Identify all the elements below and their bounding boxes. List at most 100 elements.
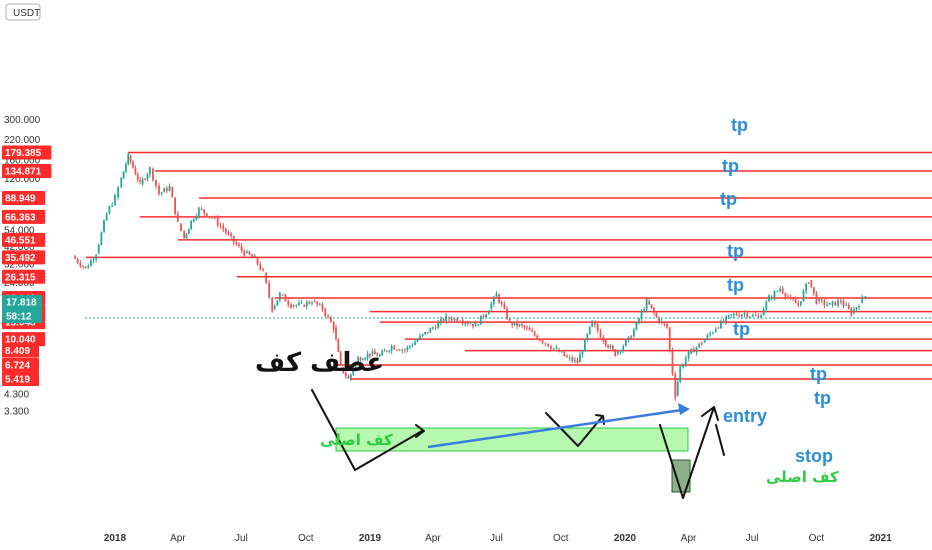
kaf-asli-label-left: كف اصلى: [320, 431, 393, 449]
candle-body: [256, 258, 259, 264]
candle-body: [327, 315, 329, 317]
candle-body: [837, 300, 839, 306]
candle-body: [676, 381, 679, 396]
candle-body: [354, 362, 357, 370]
candle-body: [469, 323, 472, 325]
candle-body: [521, 324, 523, 326]
candle-body: [461, 319, 464, 324]
candle-body: [787, 296, 789, 298]
candle-body: [409, 345, 411, 347]
price-level-badge: [2, 232, 46, 247]
candle-body: [571, 357, 574, 362]
candle-body: [174, 197, 176, 214]
candle-body: [700, 343, 703, 345]
drawing-strokes: [311, 389, 719, 499]
candle-body: [342, 367, 345, 373]
candle-body: [378, 354, 381, 357]
price-level-badge: [2, 343, 39, 358]
candle-body: [219, 225, 222, 227]
candle-body: [632, 329, 635, 337]
candle-body: [434, 327, 437, 329]
candle-body: [818, 299, 820, 302]
tp-label-8: tp: [814, 388, 831, 408]
candle-body: [262, 269, 265, 271]
candle-body: [442, 318, 445, 322]
candle-body: [653, 307, 655, 314]
candle-body: [303, 305, 306, 307]
candle-body: [588, 326, 591, 335]
candle-body: [703, 339, 706, 343]
candle-body: [732, 313, 735, 316]
candle-body: [794, 299, 797, 304]
candle-body: [792, 299, 795, 301]
candle-body: [566, 356, 568, 358]
candle-body: [635, 322, 638, 330]
candle-body: [305, 301, 308, 307]
candle-body: [92, 259, 95, 261]
x-tick-label: Apr: [681, 533, 697, 544]
candle-body: [216, 217, 219, 226]
candle-body: [144, 178, 146, 180]
x-axis: 2018 Apr Jul Oct 2019 Apr Jul Oct 2020 Apr Jul Oct 2…: [104, 533, 892, 544]
candle-body: [466, 323, 469, 324]
candle-body: [492, 296, 495, 304]
candle-body: [776, 290, 779, 292]
candle-body: [746, 313, 749, 317]
candle-body: [712, 332, 714, 334]
price-level-badge: [2, 209, 46, 224]
candle-body: [725, 316, 727, 322]
candle-body: [146, 174, 149, 180]
candle-body: [770, 297, 773, 299]
candle-body: [547, 343, 550, 347]
price-level-badge-text: 5.419: [5, 375, 30, 386]
candle-body: [720, 320, 722, 329]
candle-body: [599, 331, 602, 338]
candle-body: [349, 374, 352, 380]
candle-body: [820, 299, 823, 301]
candle-body: [243, 250, 246, 256]
candle-body: [332, 322, 335, 330]
candle-body: [604, 339, 607, 346]
candle-body: [203, 209, 206, 214]
drawn-check-left: [311, 389, 423, 471]
candle-body: [760, 315, 762, 318]
candle-body: [658, 317, 660, 323]
price-level-badge-text: 10.040: [5, 335, 36, 346]
candle-body: [195, 216, 198, 220]
candle-body: [555, 347, 558, 349]
candle-body: [259, 263, 262, 270]
candle-body: [103, 220, 105, 233]
candle-body: [706, 335, 709, 340]
price-level-badge: [2, 269, 46, 284]
candle-body: [828, 303, 831, 305]
candle-body: [125, 164, 127, 172]
candle-body: [238, 244, 240, 247]
candle-body: [251, 254, 254, 257]
candle-body: [300, 302, 303, 304]
candle-body: [388, 350, 391, 352]
y-tick-label: 160.000: [4, 155, 41, 166]
stop-arrow-shaft: [715, 424, 725, 456]
candle-body: [87, 266, 90, 269]
candle-body: [573, 359, 576, 362]
candle-body: [165, 188, 168, 191]
candle-body: [339, 351, 342, 366]
candle-body: [364, 357, 367, 360]
candle-body: [230, 233, 233, 236]
entry-arrow: [427, 403, 690, 449]
candle-body: [541, 339, 544, 344]
candle-body: [738, 315, 741, 317]
candle-body: [122, 171, 125, 179]
candle-body: [105, 213, 108, 221]
candle-body: [160, 192, 163, 194]
candle-body: [616, 351, 619, 354]
candle-body: [757, 315, 760, 317]
candle-body: [352, 369, 355, 375]
candle-body: [834, 301, 837, 306]
candle-body: [211, 216, 214, 218]
candle-body: [381, 351, 384, 356]
tp-label-6: tp: [733, 319, 750, 339]
y-tick-label: 3.300: [4, 407, 29, 418]
candle-body: [371, 351, 374, 354]
